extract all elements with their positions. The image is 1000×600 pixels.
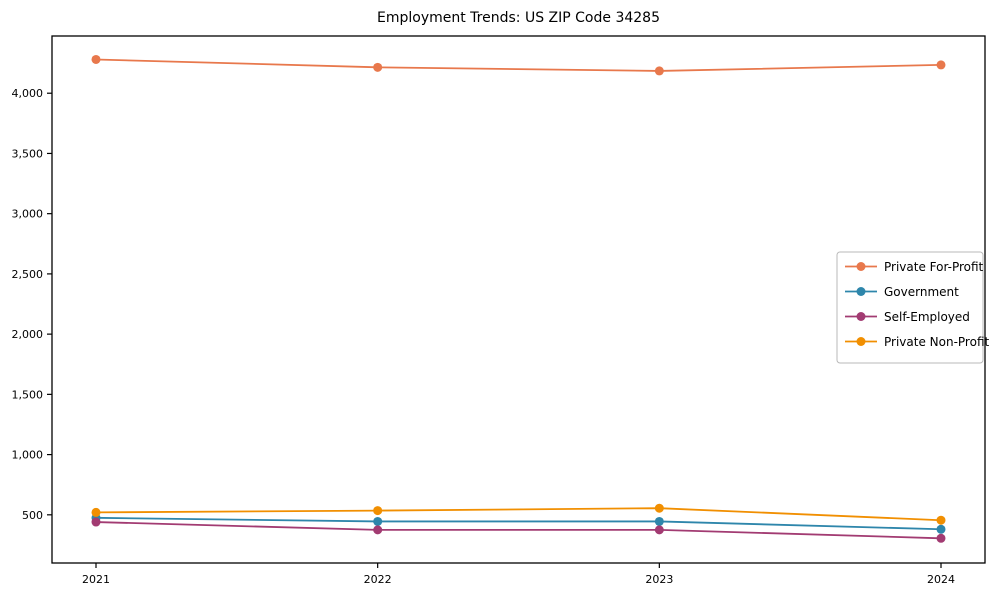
y-tick-label: 4,000 <box>12 87 44 100</box>
x-tick-label: 2023 <box>645 573 673 586</box>
x-tick-label: 2021 <box>82 573 110 586</box>
data-point-marker <box>373 506 383 516</box>
legend-item: Private Non-Profit <box>845 335 990 349</box>
data-point-marker <box>654 516 664 526</box>
series-line <box>95 521 942 540</box>
series-self-employed <box>91 517 946 543</box>
y-tick-label: 500 <box>22 509 43 522</box>
data-point-marker <box>654 503 664 513</box>
series-line <box>95 516 942 531</box>
series-line <box>95 507 942 522</box>
legend-marker <box>856 287 866 296</box>
y-tick-label: 3,500 <box>12 147 44 160</box>
legend: Private For-Profit Government Self-Employe… <box>836 251 990 364</box>
legend-marker <box>856 262 866 271</box>
data-point-marker <box>373 516 383 526</box>
x-tick-label: 2022 <box>364 573 392 586</box>
series-line <box>95 58 942 72</box>
data-point-marker <box>936 515 946 525</box>
legend-label: Self-Employed <box>884 310 970 324</box>
legend-item: Self-Employed <box>845 310 970 324</box>
data-point-marker <box>936 60 946 70</box>
data-point-marker <box>936 524 946 534</box>
y-tick-label: 2,500 <box>12 268 44 281</box>
series-private-non-profit <box>91 503 946 525</box>
y-tick-label: 1,000 <box>12 449 44 462</box>
legend-item: Private For-Profit <box>845 260 984 274</box>
legend-marker <box>856 337 866 346</box>
data-point-marker <box>91 54 101 64</box>
y-tick-label: 2,000 <box>12 328 44 341</box>
plot-frame <box>51 35 986 564</box>
y-tick-label: 3,000 <box>12 208 44 221</box>
data-point-marker <box>654 525 664 535</box>
chart-title: Employment Trends: US ZIP Code 34285 <box>377 10 660 26</box>
legend-label: Government <box>884 285 959 299</box>
x-tick-label: 2024 <box>927 573 955 586</box>
x-axis: 2021 2022 2023 2024 <box>82 563 955 586</box>
legend-marker <box>856 312 866 321</box>
legend-item: Government <box>845 285 959 299</box>
data-point-marker <box>91 517 101 527</box>
data-point-marker <box>373 525 383 535</box>
data-point-marker <box>936 533 946 543</box>
data-point-marker <box>373 62 383 72</box>
data-point-marker <box>654 66 664 76</box>
legend-box <box>836 251 984 364</box>
data-point-marker <box>91 507 101 517</box>
legend-label: Private Non-Profit <box>884 335 990 349</box>
legend-label: Private For-Profit <box>884 260 984 274</box>
series-private-for-profit <box>91 54 946 76</box>
y-tick-label: 1,500 <box>12 388 44 401</box>
y-axis: 500 1,000 1,500 2,000 2,500 3,000 3,500 4,000 <box>12 87 52 522</box>
